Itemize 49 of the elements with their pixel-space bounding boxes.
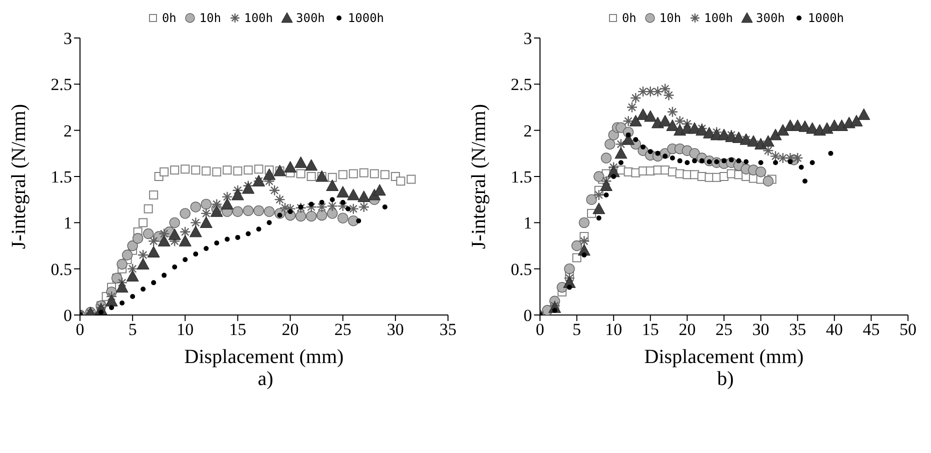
y-tick-label: 2.5 (510, 75, 532, 94)
x-tick-label: 30 (386, 320, 404, 340)
legend-label: 10h (659, 11, 682, 25)
y-axis-title: J-integral (N/mm) (8, 104, 30, 249)
legend-label: 1000h (348, 11, 384, 25)
x-axis-title: Displacement (mm) (184, 346, 344, 368)
x-tick-label: 5 (572, 320, 582, 340)
x-tick-label: 0 (76, 320, 84, 340)
legend-label: 100h (244, 11, 273, 25)
y-tick-label: 0 (524, 306, 532, 326)
legend-label: 1000h (808, 11, 844, 25)
y-tick-label: 1 (64, 214, 72, 233)
x-tick-label: 0 (536, 320, 544, 340)
y-axis-title: J-integral (N/mm) (468, 104, 490, 249)
x-tick-label: 15 (642, 320, 659, 340)
legend-label: 100h (704, 11, 733, 25)
x-tick-label: 25 (334, 320, 352, 340)
y-tick-label: 3 (64, 29, 72, 48)
x-tick-label: 20 (282, 320, 299, 340)
y-tick-label: 2.5 (50, 75, 72, 94)
x-tick-label: 5 (128, 320, 137, 340)
x-axis-title: Displacement (mm) (644, 346, 804, 368)
y-tick-label: 1.5 (510, 168, 532, 187)
x-tick-label: 15 (229, 320, 246, 340)
y-tick-label: 1 (524, 214, 532, 233)
y-tick-label: 2 (64, 121, 72, 140)
x-tick-label: 20 (678, 320, 696, 340)
y-tick-label: 1.5 (50, 168, 72, 187)
x-tick-label: 40 (826, 320, 843, 340)
legend-label: 0h (622, 11, 636, 25)
x-tick-label: 25 (716, 320, 732, 340)
x-tick-label: 45 (862, 320, 880, 340)
x-tick-label: 30 (752, 320, 770, 340)
y-tick-label: 0.5 (50, 260, 72, 279)
y-tick-label: 2 (524, 121, 532, 140)
legend-label: 300h (756, 11, 785, 25)
x-tick-label: 10 (176, 320, 194, 340)
legend-label: 0h (162, 11, 176, 25)
legend-label: 10h (199, 11, 222, 25)
text: a) (256, 368, 274, 392)
y-tick-label: 3 (524, 29, 532, 48)
y-tick-label: 0.5 (510, 260, 532, 279)
x-tick-label: 50 (900, 320, 916, 340)
x-tick-label: 10 (605, 320, 622, 340)
y-tick-label: 0 (64, 306, 72, 326)
text: b) (716, 368, 735, 392)
legend-label: 300h (296, 11, 325, 25)
x-tick-label: 35 (789, 320, 806, 340)
x-tick-label: 35 (440, 320, 456, 340)
